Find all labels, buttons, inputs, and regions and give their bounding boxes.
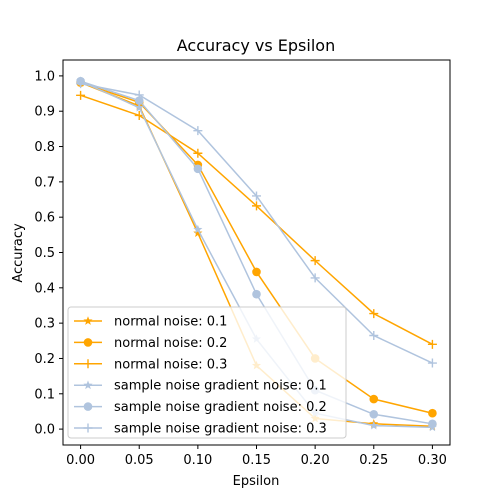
data-point: [193, 224, 203, 234]
x-tick-label: 0.20: [301, 453, 330, 468]
data-point: [428, 408, 437, 418]
legend-box: [67, 306, 347, 439]
x-tick-label: 0.15: [242, 453, 271, 468]
data-point: [369, 409, 379, 419]
legend-marker: [83, 402, 93, 411]
data-point: [310, 256, 320, 266]
y-tick-label: 0.5: [34, 246, 55, 261]
data-point: [193, 148, 203, 158]
x-tick-label: 0.00: [66, 453, 95, 468]
data-point: [369, 309, 379, 319]
legend-marker: [83, 316, 93, 325]
y-tick-label: 0.1: [34, 387, 55, 402]
legend-label: normal noise: 0.1: [114, 315, 227, 330]
legend-item: sample noise gradient noise: 0.2: [74, 400, 327, 415]
y-tick-label: 0.3: [34, 317, 55, 332]
data-point: [427, 339, 437, 349]
data-point: [428, 419, 437, 429]
data-point: [252, 289, 261, 299]
data-point: [193, 164, 203, 174]
y-tick-label: 0.7: [34, 175, 55, 190]
y-axis: 0.0 0.1 0.2 0.3 0.4 0.5 0.6 0.7 0.8 0.9 1.0: [34, 69, 63, 438]
data-point: [76, 90, 86, 100]
data-point: [76, 79, 86, 89]
data-point: [134, 90, 144, 100]
data-point: [193, 228, 203, 237]
y-tick-label: 0.9: [34, 105, 55, 120]
y-tick-label: 0.6: [34, 211, 55, 226]
legend-item: normal noise: 0.2: [74, 336, 227, 351]
legend-item: sample noise gradient noise: 0.3: [74, 422, 327, 437]
legend-item: sample noise gradient noise: 0.1: [74, 379, 327, 394]
legend-marker: [83, 359, 93, 369]
series-5: [76, 76, 437, 429]
x-tick-label: 0.30: [418, 453, 447, 468]
data-point: [193, 126, 203, 136]
data-point: [427, 358, 437, 368]
data-point: [369, 420, 379, 430]
y-tick-label: 0.0: [34, 423, 55, 438]
legend-item: normal noise: 0.3: [74, 357, 227, 372]
legend-marker: [83, 380, 93, 390]
legend-label: sample noise gradient noise: 0.2: [114, 400, 327, 415]
chart-title: Accuracy vs Epsilon: [177, 36, 335, 55]
legend-marker: [83, 423, 93, 433]
legend-label: sample noise gradient noise: 0.3: [114, 422, 327, 437]
y-tick-label: 1.0: [34, 69, 55, 84]
x-axis-label: Epsilon: [233, 474, 280, 489]
x-tick-label: 0.05: [125, 453, 154, 468]
y-axis-label: Accuracy: [11, 223, 26, 283]
y-tick-label: 0.4: [34, 281, 55, 296]
x-tick-label: 0.10: [183, 453, 212, 468]
series-6: [76, 79, 437, 368]
y-tick-label: 0.8: [34, 140, 55, 155]
data-point: [369, 394, 379, 404]
legend-label: normal noise: 0.2: [114, 336, 227, 351]
legend-marker: [83, 338, 93, 347]
legend-label: sample noise gradient noise: 0.1: [114, 379, 327, 394]
y-tick-label: 0.2: [34, 352, 55, 367]
x-axis: 0.00 0.05 0.10 0.15 0.20 0.25 0.30: [66, 445, 447, 468]
data-point: [310, 273, 320, 283]
x-tick-label: 0.25: [359, 453, 388, 468]
data-point: [252, 267, 261, 277]
data-point: [252, 191, 261, 201]
legend-item: normal noise: 0.1: [74, 315, 227, 330]
data-point: [252, 201, 261, 211]
data-point: [369, 331, 379, 341]
legend: normal noise: 0.1 normal noise: 0.2 normal…: [67, 306, 347, 439]
data-point: [134, 102, 144, 112]
data-point: [134, 96, 144, 105]
legend-label: normal noise: 0.3: [114, 357, 227, 372]
